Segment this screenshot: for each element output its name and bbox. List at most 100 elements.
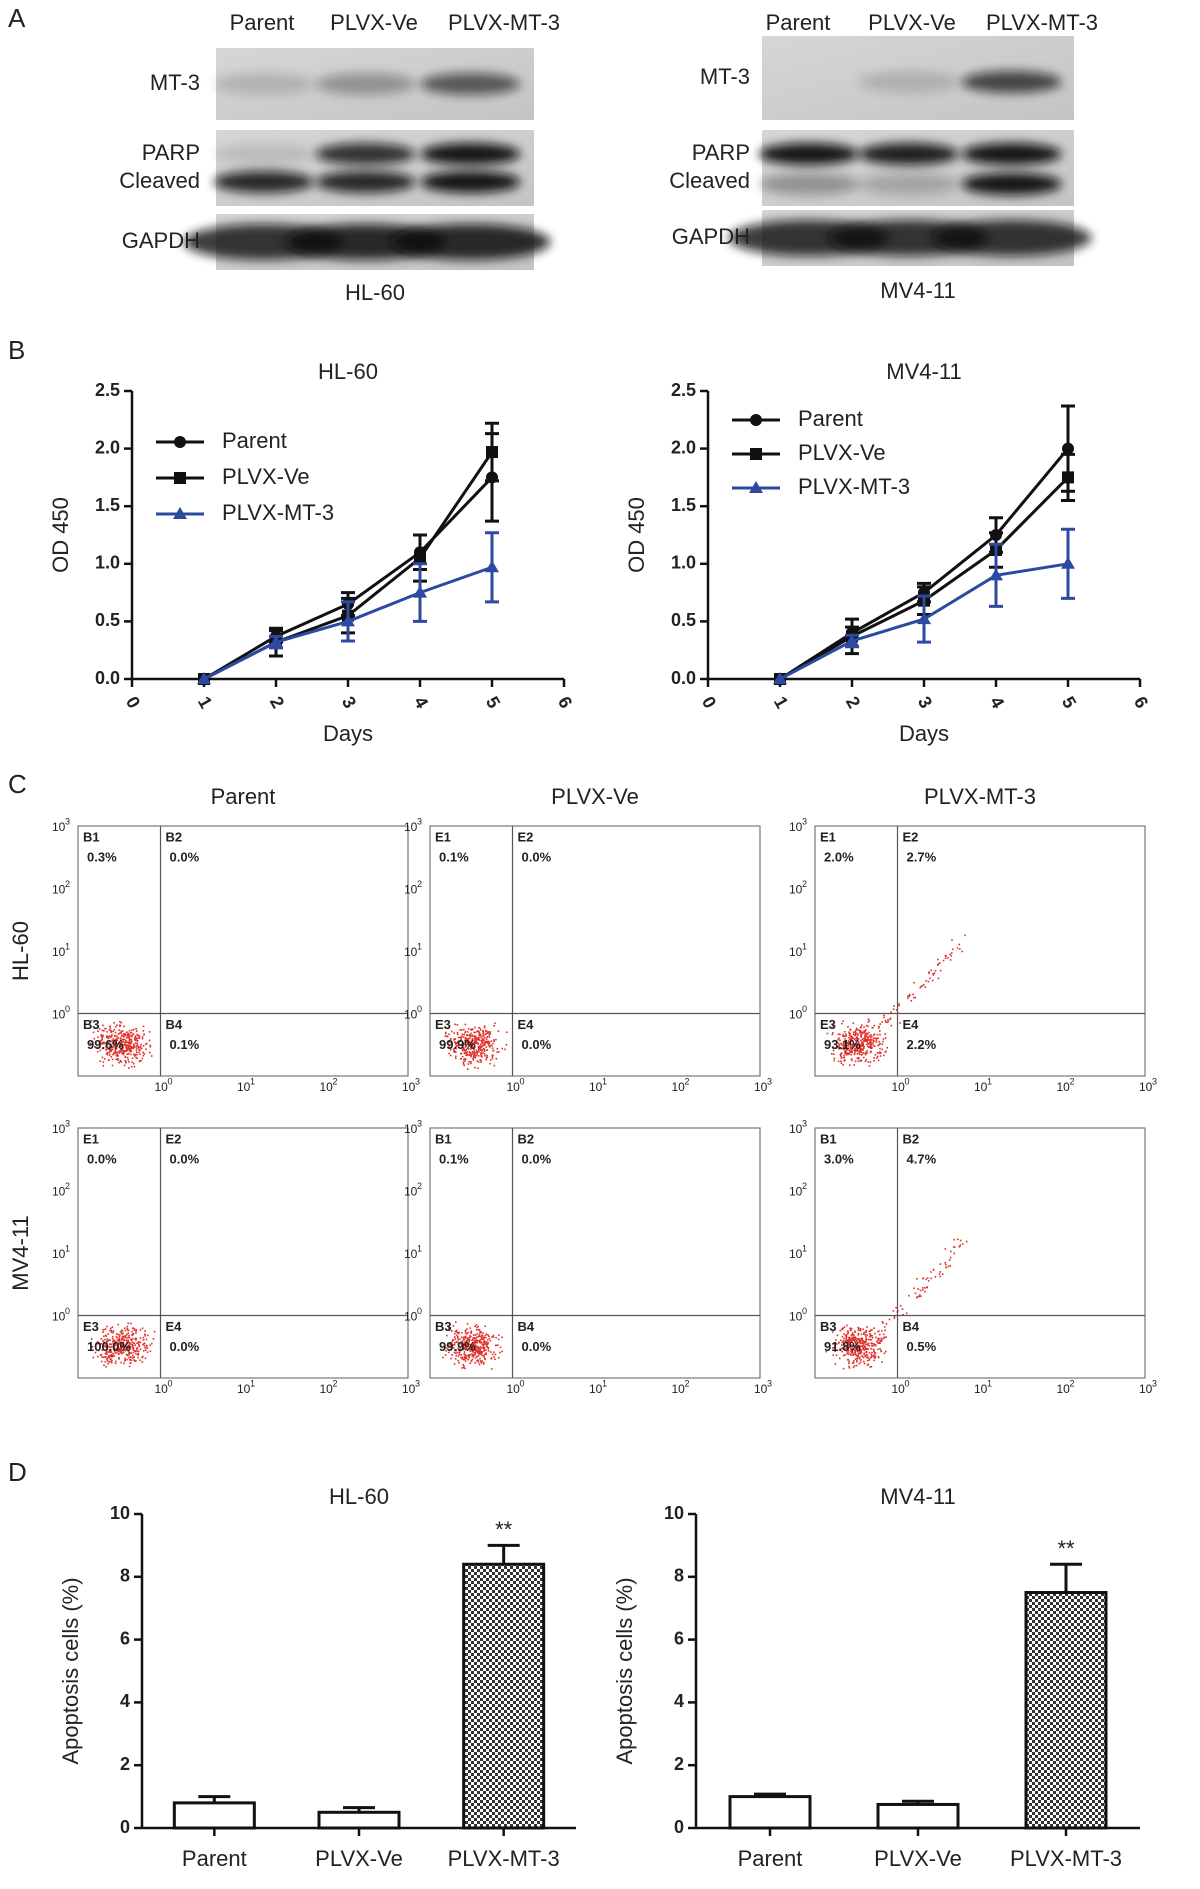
event-dot [471,1358,474,1361]
event-dot [463,1028,465,1031]
event-dot [867,1042,870,1045]
event-dot [125,1343,128,1345]
event-dot [877,1348,879,1351]
legend-label: PLVX-Ve [222,464,310,489]
event-dot [473,1041,476,1044]
event-dot [448,1052,450,1055]
event-dot [468,1037,470,1040]
event-dot [857,1327,860,1330]
event-dot [868,1359,871,1361]
event-dot [886,1021,889,1024]
event-dot [453,1363,456,1365]
event-dot [124,1033,127,1035]
event-dot [825,1350,827,1353]
event-dot [859,1329,862,1332]
event-dot [480,1059,482,1062]
event-dot [130,1352,133,1354]
row-label: PARP [142,140,200,165]
event-dot [129,1042,132,1044]
event-dot [471,1353,473,1356]
event-dot [111,1041,114,1044]
event-dot [864,1038,866,1041]
event-dot [465,1348,468,1351]
event-dot [480,1046,483,1049]
event-dot [116,1055,118,1057]
event-dot [130,1338,132,1341]
row-label: MT-3 [150,70,200,95]
event-dot [146,1351,149,1353]
event-dot [868,1330,871,1333]
event-dot [118,1061,120,1064]
event-dot [145,1042,148,1045]
event-dot [479,1033,481,1036]
event-dot [865,1035,868,1038]
axis-exponent: 1 [602,1076,607,1086]
event-dot [836,1334,839,1337]
event-dot [469,1349,472,1352]
event-dot [501,1047,504,1050]
quadrant-percent: 2.2% [907,1037,937,1052]
event-dot [856,1342,859,1345]
event-dot [97,1355,99,1358]
event-dot [877,1356,880,1359]
event-dot [481,1048,484,1051]
event-dot [473,1035,476,1038]
event-dot [890,1024,893,1027]
event-dot [119,1045,122,1047]
event-dot [461,1033,464,1036]
event-dot [908,995,910,998]
event-dot [106,1348,109,1351]
event-dot [851,1337,853,1339]
event-dot [123,1346,126,1348]
event-dot [492,1334,495,1337]
event-dot [119,1345,122,1347]
event-dot [499,1346,502,1349]
event-dot [495,1038,497,1041]
marker [413,585,427,598]
quadrant-name: E2 [166,1131,182,1146]
event-dot [454,1336,456,1338]
event-dot [113,1042,115,1044]
event-dot [873,1343,876,1346]
event-dot [108,1029,111,1031]
event-dot [865,1343,867,1346]
event-dot [100,1034,103,1036]
event-dot [115,1058,117,1061]
event-dot [851,1349,854,1352]
event-dot [849,1043,852,1045]
event-dot [462,1036,465,1038]
event-dot [103,1342,106,1345]
event-dot [105,1346,107,1348]
event-dot [847,1026,849,1028]
event-dot [128,1356,130,1359]
event-dot [870,1338,873,1341]
event-dot [116,1043,119,1045]
event-dot [453,1050,455,1052]
event-dot [121,1337,123,1340]
event-dot [863,1030,866,1032]
event-dot [487,1040,490,1043]
event-dot [466,1051,469,1053]
event-dot [483,1349,486,1351]
event-dot [457,1359,460,1362]
x-tick-label: 4 [410,693,432,712]
event-dot [833,1053,835,1056]
event-dot [482,1332,484,1334]
event-dot [131,1029,133,1031]
event-dot [459,1040,461,1042]
event-dot [131,1327,134,1329]
event-dot [874,1352,877,1354]
event-dot [872,1034,875,1037]
event-dot [125,1348,127,1351]
event-dot [129,1049,132,1051]
event-dot [873,1024,876,1027]
event-dot [857,1349,860,1352]
event-dot [854,1049,856,1052]
event-dot [474,1026,476,1029]
event-dot [879,1030,881,1032]
event-dot [856,1348,858,1350]
event-dot [484,1325,486,1328]
event-dot [478,1363,481,1366]
event-dot [116,1351,118,1354]
y-tick-label: 2.0 [671,437,696,457]
